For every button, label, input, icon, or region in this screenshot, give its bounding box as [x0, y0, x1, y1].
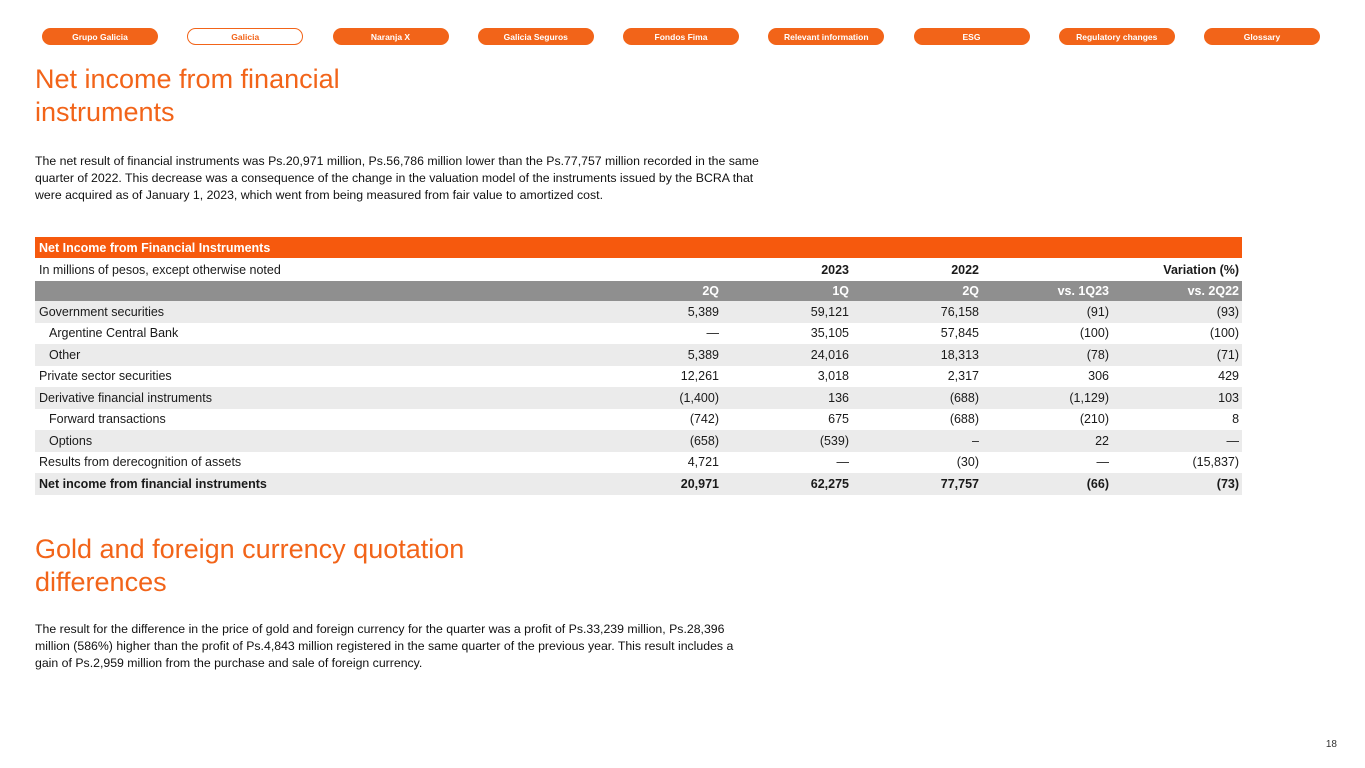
row-value: — [1096, 455, 1110, 470]
row-value: (30) [956, 455, 979, 470]
column-header-row: 2Q 1Q 2Q vs. 1Q23 vs. 2Q22 [35, 281, 1243, 301]
net-income-table: Net Income from Financial Instruments In… [35, 237, 1243, 495]
row-label: Results from derecognition of assets [39, 455, 242, 470]
col-1q-2023: 1Q [722, 281, 852, 301]
table-row: Net income from financial instruments 20,… [35, 473, 1243, 495]
row-value: 8 [1232, 412, 1240, 427]
row-value: 4,721 [687, 455, 719, 470]
col-2q-2023: 2Q [592, 281, 722, 301]
row-value: 2,317 [947, 369, 979, 384]
row-value: (15,837) [1192, 455, 1240, 470]
nav-pill-glossary[interactable]: Glossary [1204, 28, 1320, 45]
row-value: (210) [1079, 412, 1109, 427]
row-label: Private sector securities [39, 369, 172, 384]
row-value: (688) [949, 390, 979, 405]
row-value: 306 [1088, 369, 1109, 384]
section-1-paragraph: The net result of financial instruments … [35, 154, 759, 202]
row-value: (742) [689, 412, 719, 427]
nav-pill-regulatory-changes[interactable]: Regulatory changes [1058, 28, 1175, 45]
col-vs-1q23: vs. 1Q23 [982, 281, 1112, 301]
nav-pill-grupo-galicia[interactable]: Grupo Galicia [42, 28, 158, 45]
nav-pill-galicia-seguros[interactable]: Galicia Seguros [477, 28, 594, 45]
row-value: (1,129) [1069, 390, 1109, 405]
page-title: Net income from financial instruments [35, 64, 340, 127]
table-row: Forward transactions (742) 675 (688) (210) 8 [35, 409, 1242, 431]
row-value: 76,158 [940, 304, 979, 319]
row-value: — [706, 326, 720, 341]
table-row: Results from derecognition of assets 4,72… [35, 452, 1242, 474]
row-value: 12,261 [680, 369, 719, 384]
row-value: 5,389 [687, 347, 719, 362]
section-2-title: Gold and foreign currency quotation diff… [35, 534, 465, 597]
row-label: Options [49, 433, 93, 448]
row-value: 20,971 [680, 476, 719, 491]
row-value: 675 [828, 412, 849, 427]
row-value: 136 [828, 390, 849, 405]
row-value: 103 [1218, 390, 1240, 405]
row-label: Other [49, 347, 81, 362]
row-label: Argentine Central Bank [49, 326, 179, 341]
row-label: Government securities [39, 304, 165, 319]
table-title: Net Income from Financial Instruments [35, 237, 1243, 258]
row-value: 77,757 [940, 476, 979, 491]
table-row: Other 5,389 24,016 18,313 (78) (71) [35, 344, 1243, 366]
row-value: 59,121 [810, 304, 849, 319]
row-label: Derivative financial instruments [39, 390, 212, 405]
row-value: 22 [1095, 433, 1109, 448]
table-body: Government securities 5,389 59,121 76,158 (9… [35, 301, 1243, 495]
nav-pill-esg[interactable]: ESG [913, 28, 1030, 45]
nav-pill-relevant-information[interactable]: Relevant information [768, 28, 885, 45]
table-row: Government securities 5,389 59,121 76,158 (9… [35, 301, 1243, 323]
nav-pill-naranja-x[interactable]: Naranja X [332, 28, 449, 45]
table-row: Private sector securities 12,261 3,018 2,31… [35, 366, 1242, 388]
row-value: 24,016 [810, 347, 849, 362]
row-value: (658) [689, 433, 719, 448]
nav-pill-fondos-fima[interactable]: Fondos Fima [623, 28, 739, 45]
row-value: 62,275 [810, 476, 849, 491]
row-value: (78) [1086, 347, 1109, 362]
variation-header: Variation (%) [1112, 258, 1243, 281]
row-value: 35,105 [810, 326, 849, 341]
row-label: Forward transactions [49, 412, 166, 427]
row-value: 429 [1218, 369, 1240, 384]
table-title-row: Net Income from Financial Instruments [35, 237, 1243, 258]
table-row: Derivative financial instruments (1,400) 1… [35, 387, 1243, 409]
row-value: 3,018 [817, 369, 849, 384]
row-value: (66) [1086, 476, 1109, 491]
row-value: (688) [949, 412, 979, 427]
row-value: 18,313 [940, 347, 979, 362]
row-value: (93) [1216, 304, 1240, 319]
year-2023-header: 2023 [722, 258, 852, 281]
row-value: (100) [1209, 326, 1240, 341]
row-value: (100) [1079, 326, 1109, 341]
row-value: (539) [819, 433, 849, 448]
table-note-row: In millions of pesos, except otherwise n… [35, 258, 1243, 281]
row-value: – [972, 433, 979, 448]
row-value: (73) [1216, 476, 1240, 491]
row-value: 5,389 [687, 304, 719, 319]
row-value: (91) [1086, 304, 1109, 319]
row-value: — [1226, 433, 1240, 448]
year-2022-header: 2022 [852, 258, 982, 281]
nav-pill-galicia[interactable]: Galicia [187, 28, 304, 45]
page-number: 18 [1325, 739, 1337, 750]
table-row: Options (658) (539) – 22 — [35, 430, 1243, 452]
col-2q-2022: 2Q [852, 281, 982, 301]
table-note: In millions of pesos, except otherwise n… [35, 258, 592, 281]
section-2-paragraph: The result for the difference in the pri… [35, 622, 734, 670]
col-vs-2q22: vs. 2Q22 [1112, 281, 1243, 301]
row-value: (71) [1216, 347, 1240, 362]
row-label: Net income from financial instruments [39, 476, 267, 491]
row-value: 57,845 [940, 326, 979, 341]
top-nav: Grupo Galicia Galicia Naranja X Galicia Seg… [42, 28, 1320, 45]
row-value: (1,400) [679, 390, 719, 405]
table-row: Argentine Central Bank — 35,105 57,845 (100)… [35, 323, 1242, 345]
row-value: — [836, 455, 850, 470]
